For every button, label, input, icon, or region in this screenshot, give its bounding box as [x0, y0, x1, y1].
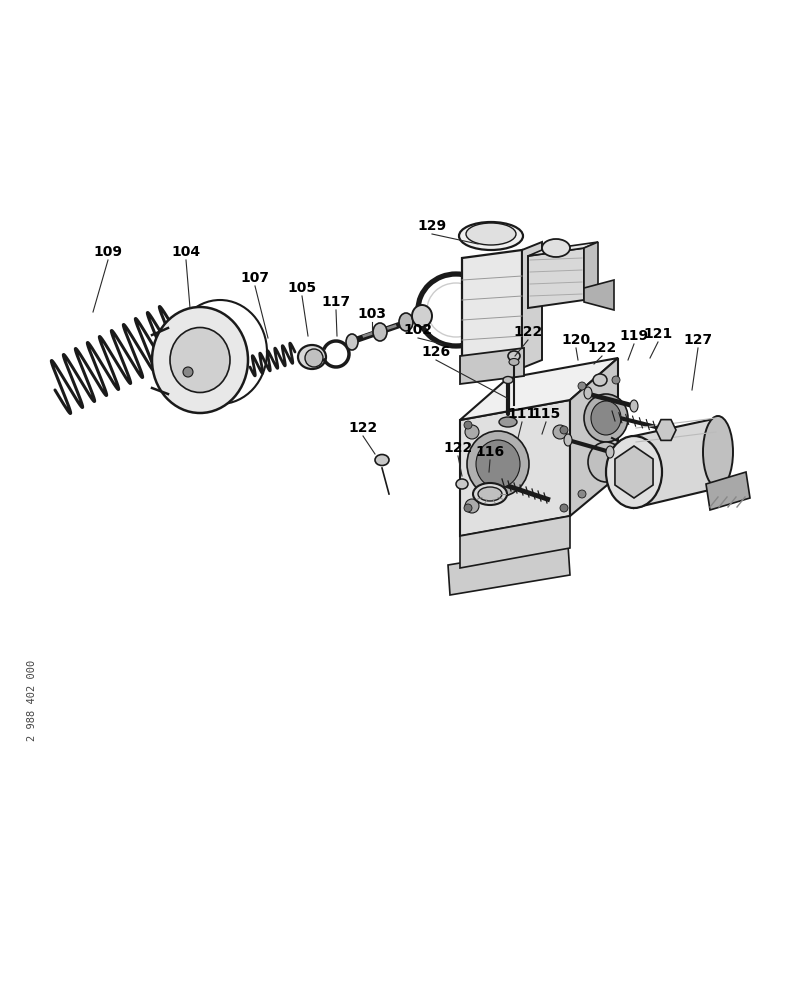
Text: 2 988 402 000: 2 988 402 000 — [27, 659, 37, 741]
Ellipse shape — [605, 446, 613, 458]
Polygon shape — [527, 242, 597, 256]
Text: 103: 103 — [357, 307, 386, 321]
Circle shape — [552, 425, 566, 439]
Text: 122: 122 — [443, 441, 472, 455]
Text: 122: 122 — [513, 325, 542, 339]
Text: 107: 107 — [240, 271, 269, 285]
Ellipse shape — [702, 416, 732, 488]
Ellipse shape — [411, 305, 431, 327]
Text: 127: 127 — [683, 333, 712, 347]
Polygon shape — [633, 418, 717, 508]
Polygon shape — [460, 400, 569, 536]
Ellipse shape — [375, 454, 388, 466]
Ellipse shape — [152, 307, 247, 413]
Circle shape — [465, 499, 478, 513]
Ellipse shape — [478, 487, 501, 501]
Polygon shape — [569, 358, 617, 516]
Circle shape — [305, 349, 323, 367]
Ellipse shape — [541, 239, 569, 257]
Ellipse shape — [466, 431, 528, 497]
Ellipse shape — [564, 434, 571, 446]
Ellipse shape — [345, 334, 358, 350]
Polygon shape — [460, 358, 617, 420]
Ellipse shape — [458, 222, 522, 250]
Circle shape — [611, 486, 620, 494]
Ellipse shape — [169, 328, 230, 392]
Text: 102: 102 — [403, 323, 432, 337]
Text: 126: 126 — [421, 345, 450, 359]
Circle shape — [463, 504, 471, 512]
Circle shape — [182, 367, 193, 377]
Ellipse shape — [605, 436, 661, 508]
Polygon shape — [655, 420, 676, 440]
Text: 111: 111 — [507, 407, 536, 421]
Text: 122: 122 — [586, 341, 616, 355]
Text: 104: 104 — [171, 245, 200, 259]
Ellipse shape — [590, 401, 620, 435]
Text: 109: 109 — [93, 245, 122, 259]
Circle shape — [560, 426, 568, 434]
Ellipse shape — [499, 417, 517, 427]
Polygon shape — [521, 242, 541, 368]
Polygon shape — [448, 545, 569, 595]
Text: 117: 117 — [321, 295, 350, 309]
Text: 121: 121 — [642, 327, 672, 341]
Text: 122: 122 — [348, 421, 377, 435]
Ellipse shape — [629, 400, 637, 412]
Ellipse shape — [502, 376, 513, 383]
Polygon shape — [583, 242, 597, 300]
Ellipse shape — [372, 323, 387, 341]
Ellipse shape — [473, 483, 506, 505]
Text: 116: 116 — [475, 445, 504, 459]
Circle shape — [463, 421, 471, 429]
Circle shape — [465, 425, 478, 439]
Ellipse shape — [456, 479, 467, 489]
Ellipse shape — [508, 359, 518, 365]
Ellipse shape — [587, 442, 623, 482]
Text: 129: 129 — [417, 219, 446, 233]
Polygon shape — [460, 516, 569, 568]
Text: 115: 115 — [530, 407, 560, 421]
Polygon shape — [705, 472, 749, 510]
Polygon shape — [460, 348, 523, 384]
Ellipse shape — [466, 223, 515, 245]
Circle shape — [560, 504, 568, 512]
Polygon shape — [583, 280, 613, 310]
Ellipse shape — [583, 394, 627, 442]
Circle shape — [577, 490, 586, 498]
Text: 105: 105 — [287, 281, 316, 295]
Text: 120: 120 — [560, 333, 590, 347]
Circle shape — [611, 376, 620, 384]
Polygon shape — [527, 248, 583, 308]
Ellipse shape — [475, 440, 519, 488]
Circle shape — [577, 382, 586, 390]
Ellipse shape — [508, 351, 519, 361]
Ellipse shape — [398, 313, 413, 331]
Text: 119: 119 — [619, 329, 648, 343]
Polygon shape — [614, 446, 652, 498]
Ellipse shape — [583, 387, 591, 399]
Ellipse shape — [298, 345, 325, 369]
Ellipse shape — [592, 374, 607, 386]
Polygon shape — [461, 250, 521, 378]
